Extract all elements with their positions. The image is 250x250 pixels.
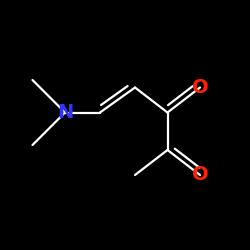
Text: O: O: [192, 78, 208, 97]
Text: N: N: [57, 103, 73, 122]
Text: O: O: [192, 166, 208, 184]
